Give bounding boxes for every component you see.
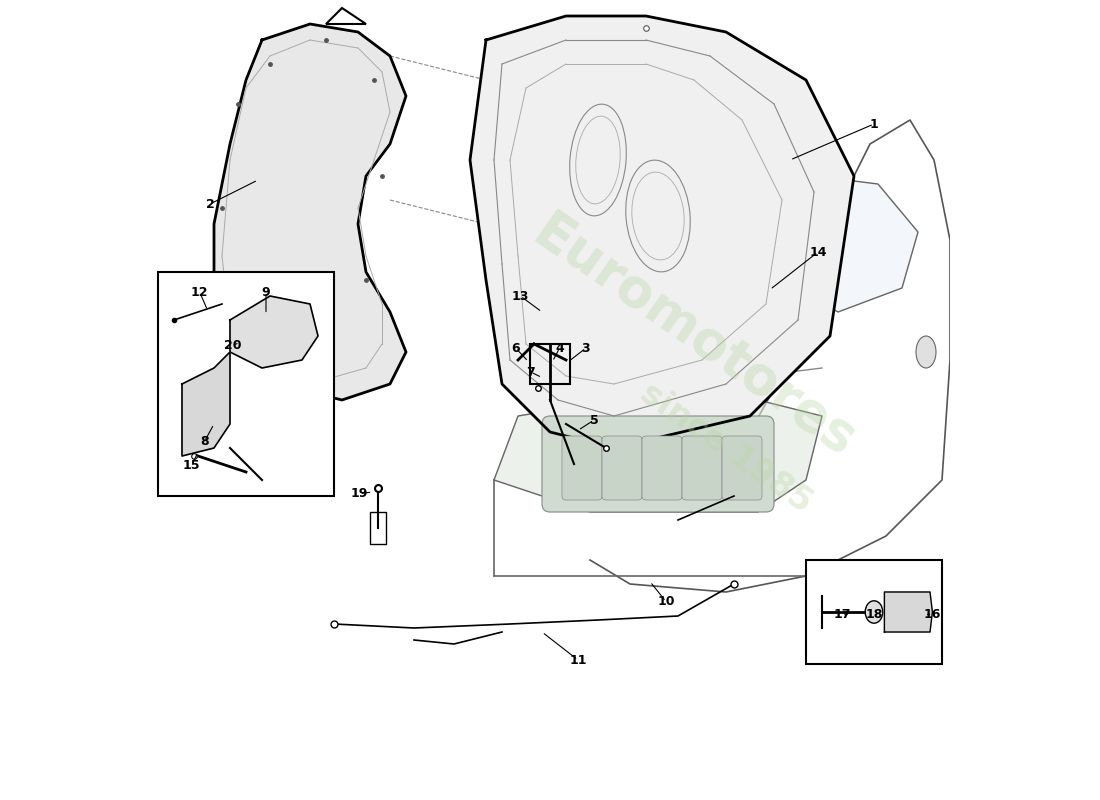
Text: 3: 3: [582, 342, 591, 354]
Text: 17: 17: [834, 608, 850, 621]
Text: 5: 5: [590, 414, 598, 426]
Text: 14: 14: [810, 246, 827, 258]
Text: 18: 18: [866, 608, 882, 621]
Bar: [370, 512, 386, 544]
Text: 19: 19: [351, 487, 369, 500]
FancyBboxPatch shape: [602, 436, 642, 500]
Polygon shape: [214, 24, 406, 400]
Text: 13: 13: [512, 290, 529, 302]
Text: 8: 8: [200, 435, 209, 448]
Polygon shape: [230, 296, 318, 368]
Text: 6: 6: [512, 342, 520, 354]
Text: 2: 2: [206, 198, 214, 210]
Text: 11: 11: [570, 654, 586, 666]
FancyBboxPatch shape: [722, 436, 762, 500]
Polygon shape: [470, 16, 854, 448]
Polygon shape: [494, 400, 822, 512]
Text: 7: 7: [527, 366, 536, 378]
Bar: [530, 344, 570, 384]
Text: 20: 20: [223, 339, 241, 352]
Polygon shape: [782, 176, 918, 312]
Text: 16: 16: [924, 608, 942, 621]
Ellipse shape: [866, 601, 883, 623]
FancyBboxPatch shape: [542, 416, 774, 512]
Text: 10: 10: [658, 595, 674, 608]
FancyBboxPatch shape: [682, 436, 722, 500]
Text: 12: 12: [191, 286, 208, 298]
Text: 9: 9: [262, 286, 271, 298]
FancyBboxPatch shape: [642, 436, 682, 500]
FancyBboxPatch shape: [562, 436, 602, 500]
Text: Euromotores: Euromotores: [522, 206, 865, 466]
FancyBboxPatch shape: [158, 272, 334, 496]
Text: 15: 15: [183, 459, 200, 472]
Ellipse shape: [916, 336, 936, 368]
Polygon shape: [884, 592, 933, 632]
FancyBboxPatch shape: [806, 560, 942, 664]
Text: 4: 4: [556, 342, 564, 354]
Text: 1: 1: [870, 118, 879, 130]
Polygon shape: [182, 352, 230, 456]
Text: since 1985: since 1985: [634, 377, 818, 519]
